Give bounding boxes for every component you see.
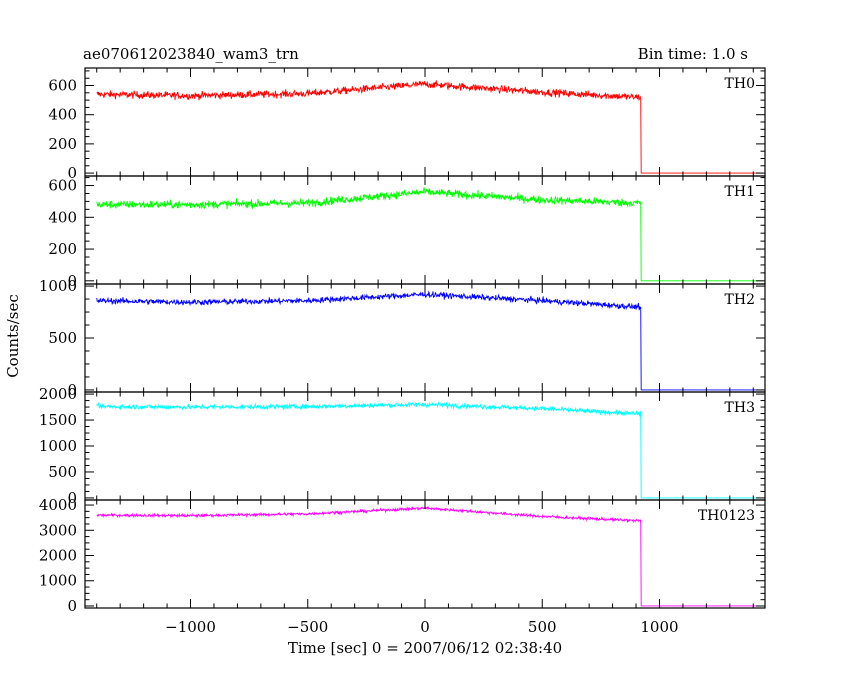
y-tick-label: 2000 — [39, 547, 77, 565]
y-tick-label: 1000 — [39, 437, 77, 455]
y-tick-label: 200 — [48, 240, 77, 258]
x-axis-label: Time [sec] 0 = 2007/06/12 02:38:40 — [288, 639, 562, 657]
x-tick-label: −500 — [287, 618, 328, 636]
y-tick-label: 1500 — [39, 411, 77, 429]
y-axis-label: Counts/sec — [4, 294, 22, 378]
x-tick-label: 1000 — [640, 618, 678, 636]
y-tick-label: 0 — [67, 164, 77, 182]
y-tick-label: 1000 — [39, 572, 77, 590]
panel-label-th2: TH2 — [725, 292, 755, 308]
y-tick-label: 4000 — [39, 496, 77, 514]
panel-label-th3: TH3 — [725, 400, 755, 416]
y-tick-label: 500 — [48, 463, 77, 481]
y-tick-label: 1000 — [39, 277, 77, 295]
y-tick-label: 0 — [67, 381, 77, 399]
panel-th2: 0 500 1000 TH2 — [39, 277, 766, 399]
panel-label-th1: TH1 — [725, 184, 755, 200]
series-line-th2 — [96, 290, 763, 391]
y-tick-label: 0 — [67, 597, 77, 615]
y-tick-label: 0 — [67, 489, 77, 507]
panel-label-th0123: TH0123 — [698, 508, 755, 524]
y-tick-label: 3000 — [39, 521, 77, 539]
bin-time-label: Bin time: 1.0 s — [638, 45, 748, 63]
series-line-th1 — [96, 187, 763, 282]
panel-th0123: 0 1000 2000 3000 4000 TH0123 — [39, 496, 766, 615]
panel-th3: 0 500 1000 1500 2000 TH3 — [39, 385, 766, 507]
y-tick-label: 200 — [48, 135, 77, 153]
y-tick-label: 500 — [48, 329, 77, 347]
x-tick-label: 500 — [528, 618, 557, 636]
panel-frame-th2 — [84, 283, 766, 393]
x-tick-label: −1000 — [165, 618, 216, 636]
y-tick-label: 600 — [48, 77, 77, 95]
y-tick-label: 2000 — [39, 385, 77, 403]
series-line-th0 — [96, 80, 763, 174]
y-tick-label: 0 — [67, 272, 77, 290]
chart-title: ae070612023840_wam3_trn — [83, 45, 299, 63]
y-tick-label: 600 — [48, 177, 77, 195]
panel-label-th0: TH0 — [725, 76, 755, 92]
x-tick-label: 0 — [420, 618, 430, 636]
series-line-th3 — [96, 401, 763, 499]
y-tick-label: 400 — [48, 106, 77, 124]
series-line-th0123 — [96, 506, 763, 607]
y-tick-label: 400 — [48, 208, 77, 226]
panel-th1: 0 200 400 600 TH1 — [48, 175, 766, 290]
panels-group: 0 200 400 600 TH0 0 200 400 600 TH1 0 500 1000 TH2 0 50… — [39, 67, 766, 636]
panel-th0: 0 200 400 600 TH0 — [48, 67, 766, 182]
